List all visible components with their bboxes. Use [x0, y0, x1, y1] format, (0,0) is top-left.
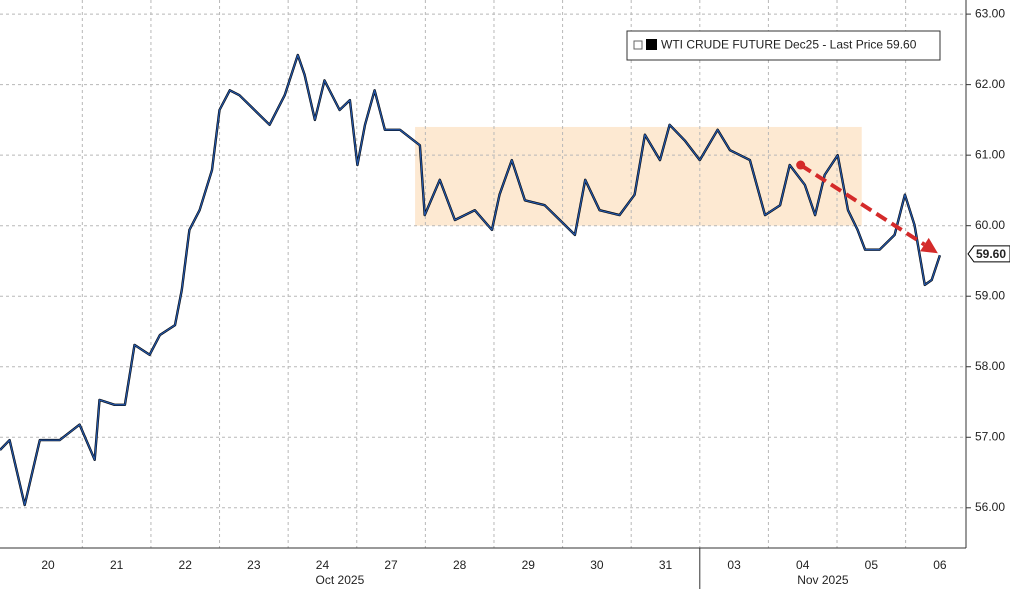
x-tick-label: 28	[453, 558, 467, 572]
last-price-label: 59.60	[976, 247, 1006, 261]
month-label: Oct 2025	[316, 573, 365, 587]
x-tick-label: 30	[590, 558, 604, 572]
x-tick-label: 20	[41, 558, 55, 572]
x-tick-label: 21	[110, 558, 124, 572]
y-tick-label: 62.00	[975, 77, 1005, 91]
x-tick-label: 05	[865, 558, 879, 572]
y-tick-label: 61.00	[975, 147, 1005, 161]
last-price-tag	[967, 245, 1010, 263]
x-tick-label: 23	[247, 558, 261, 572]
legend-label: WTI CRUDE FUTURE Dec25 - Last Price 59.6…	[661, 38, 917, 52]
y-tick-label: 60.00	[975, 218, 1005, 232]
trend-arrow	[799, 163, 926, 247]
y-tick-label: 58.00	[975, 359, 1005, 373]
x-tick-label: 27	[384, 558, 398, 572]
y-tick-label: 59.00	[975, 288, 1005, 302]
x-tick-label: 24	[316, 558, 330, 572]
legend: WTI CRUDE FUTURE Dec25 - Last Price 59.6…	[626, 30, 941, 61]
legend-box	[626, 30, 941, 61]
legend-toggle	[633, 40, 643, 50]
y-tick-label: 57.00	[975, 429, 1005, 443]
y-tick-label: 56.00	[975, 500, 1005, 514]
x-tick-label: 06	[933, 558, 947, 572]
x-tick-label: 31	[659, 558, 673, 572]
x-tick-label: 29	[522, 558, 536, 572]
month-label: Nov 2025	[797, 573, 849, 587]
x-tick-label: 22	[179, 558, 193, 572]
price-line	[0, 54, 941, 506]
y-tick-label: 63.00	[975, 6, 1005, 20]
x-tick-label: 04	[796, 558, 810, 572]
legend-swatch	[646, 39, 657, 50]
arrow-head	[920, 237, 938, 254]
x-tick-label: 03	[727, 558, 741, 572]
